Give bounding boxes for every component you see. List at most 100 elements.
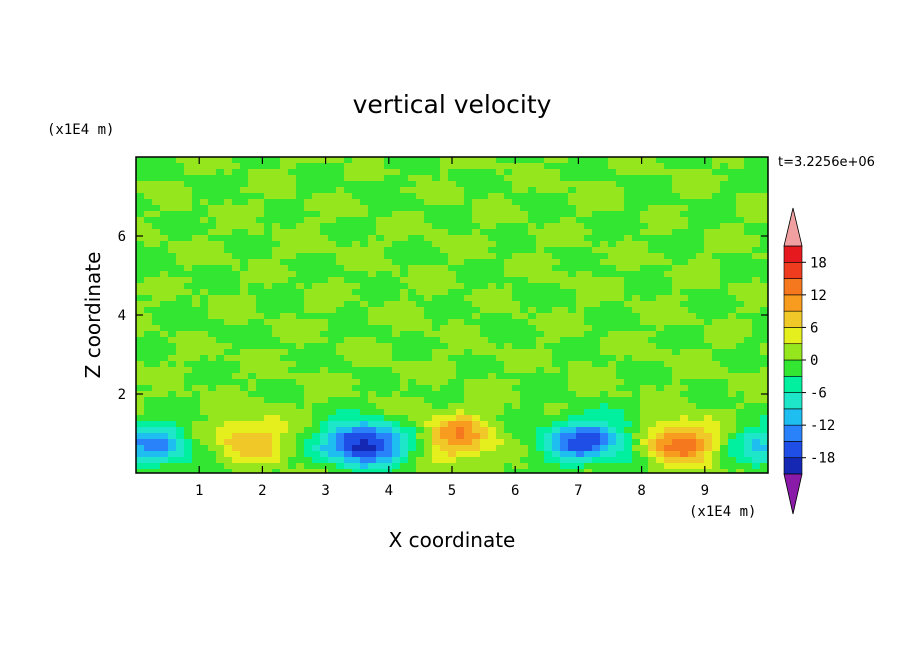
field-cell [504,157,513,164]
field-cell [232,397,241,404]
field-cell [152,199,161,206]
field-cell [728,229,737,236]
field-cell [640,349,649,356]
field-cell [360,163,369,170]
field-cell [512,343,521,350]
field-cell [576,313,585,320]
field-cell [232,415,241,422]
field-cell [496,313,505,320]
field-cell [192,361,201,368]
field-cell [560,229,569,236]
field-cell [720,427,729,434]
field-cell [304,211,313,218]
field-cell [536,319,545,326]
field-cell [720,181,729,188]
field-cell [408,313,417,320]
field-cell [280,181,289,188]
field-cell [376,175,385,182]
field-cell [744,253,753,260]
field-cell [280,427,289,434]
field-cell [512,355,521,362]
field-cell [720,223,729,230]
field-cell [184,199,193,206]
field-cell [160,175,169,182]
field-cell [760,295,768,302]
field-cell [232,451,241,458]
field-cell [488,385,497,392]
field-cell [632,421,641,428]
field-cell [712,331,721,338]
field-cell [240,187,249,194]
field-cell [600,427,609,434]
field-cell [616,451,625,458]
field-cell [320,181,329,188]
field-cell [760,205,768,212]
field-cell [168,229,177,236]
field-cell [224,343,233,350]
field-cell [176,157,185,164]
x-tick-label: 9 [701,483,709,499]
field-cell [640,361,649,368]
field-cell [528,163,537,170]
field-cell [640,421,649,428]
field-cell [704,325,713,332]
field-cell [176,313,185,320]
field-cell [616,163,625,170]
field-cell [168,199,177,206]
field-cell [288,241,297,248]
field-cell [264,289,273,296]
field-cell [344,223,353,230]
field-cell [200,331,209,338]
field-cell [264,463,273,470]
field-cell [496,307,505,314]
field-cell [752,421,761,428]
field-cell [248,289,257,296]
field-cell [712,265,721,272]
field-cell [328,427,337,434]
field-cell [536,181,545,188]
field-cell [376,205,385,212]
field-cell [672,379,681,386]
field-cell [584,325,593,332]
field-cell [192,397,201,404]
field-cell [680,463,689,470]
field-cell [264,379,273,386]
field-cell [472,349,481,356]
field-cell [200,235,209,242]
field-cell [440,277,449,284]
field-cell [440,241,449,248]
field-cell [400,397,409,404]
field-cell [248,337,257,344]
field-cell [696,469,705,473]
field-cell [176,433,185,440]
field-cell [632,253,641,260]
field-cell [224,175,233,182]
field-cell [728,253,737,260]
field-cell [192,451,201,458]
field-cell [216,193,225,200]
field-cell [240,349,249,356]
field-cell [512,463,521,470]
field-cell [360,283,369,290]
field-cell [200,247,209,254]
field-cell [488,439,497,446]
field-cell [144,331,153,338]
field-cell [496,355,505,362]
field-cell [280,409,289,416]
field-cell [392,157,401,164]
field-cell [648,367,657,374]
field-cell [560,415,569,422]
field-cell [200,403,209,410]
field-cell [152,469,161,473]
field-cell [200,199,209,206]
field-cell [720,265,729,272]
field-cell [376,265,385,272]
field-cell [720,241,729,248]
field-cell [584,343,593,350]
field-cell [544,271,553,278]
field-cell [272,289,281,296]
field-cell [696,211,705,218]
field-cell [152,343,161,350]
field-cell [192,433,201,440]
field-cell [552,367,561,374]
